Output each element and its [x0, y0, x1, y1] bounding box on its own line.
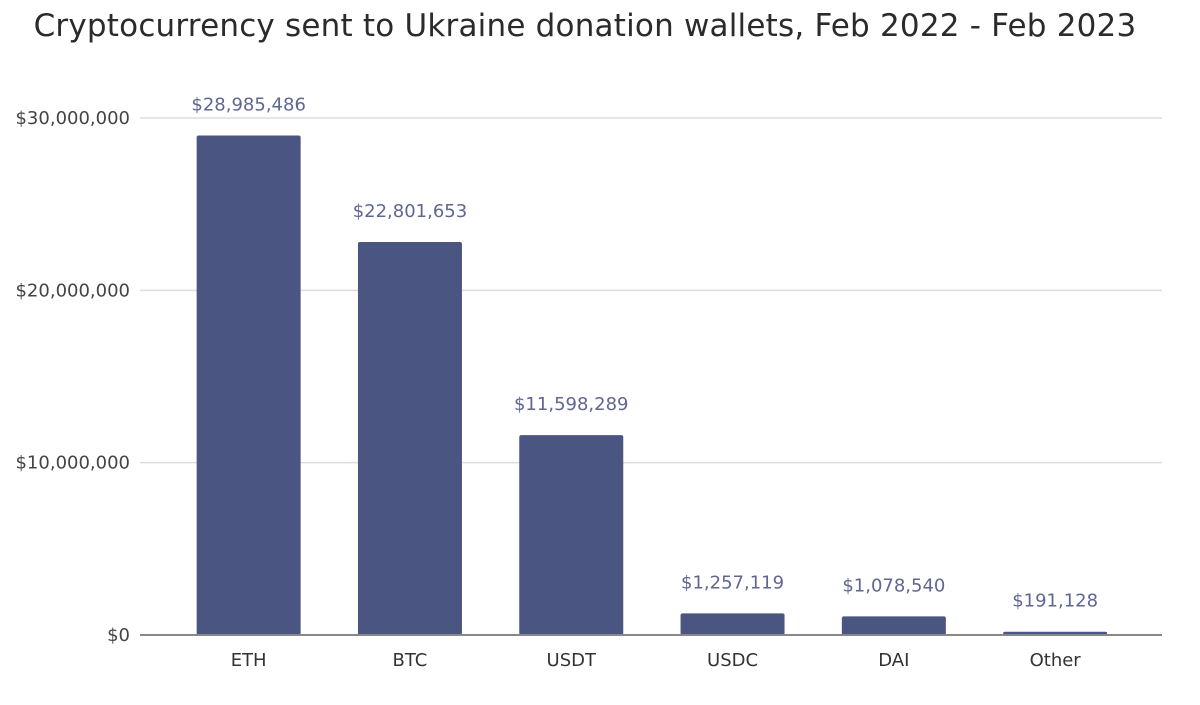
bar-eth: [196, 135, 301, 635]
x-axis-ticks: ETH BTC USDT USDC DAI Other: [231, 650, 1082, 671]
bar-usdc: [680, 613, 785, 635]
chart-title: Cryptocurrency sent to Ukraine donation …: [33, 8, 1137, 44]
data-label: $1,257,119: [681, 572, 784, 593]
x-tick-label: Other: [1030, 650, 1082, 671]
x-tick-label: DAI: [878, 650, 909, 671]
data-label: $191,128: [1012, 591, 1098, 612]
y-tick-label: $30,000,000: [15, 108, 130, 129]
bar-usdt: [519, 435, 624, 635]
gridlines: [140, 117, 1162, 464]
x-tick-label: USDC: [707, 650, 758, 671]
y-tick-label: $0: [107, 625, 130, 646]
x-tick-label: BTC: [393, 650, 428, 671]
x-tick-label: USDT: [547, 650, 597, 671]
data-label: $11,598,289: [514, 394, 629, 415]
bars: $28,985,486 $22,801,653 $11,598,289 $1,257,…: [191, 94, 1108, 635]
bar-btc: [357, 242, 462, 635]
y-tick-label: $20,000,000: [15, 280, 130, 301]
data-label: $28,985,486: [191, 94, 306, 115]
data-label: $22,801,653: [353, 201, 468, 222]
bar-dai: [841, 616, 946, 635]
x-tick-label: ETH: [231, 650, 267, 671]
y-axis-ticks: $0 $10,000,000 $20,000,000 $30,000,000: [15, 108, 130, 646]
y-tick-label: $10,000,000: [15, 453, 130, 474]
data-label: $1,078,540: [842, 575, 945, 596]
